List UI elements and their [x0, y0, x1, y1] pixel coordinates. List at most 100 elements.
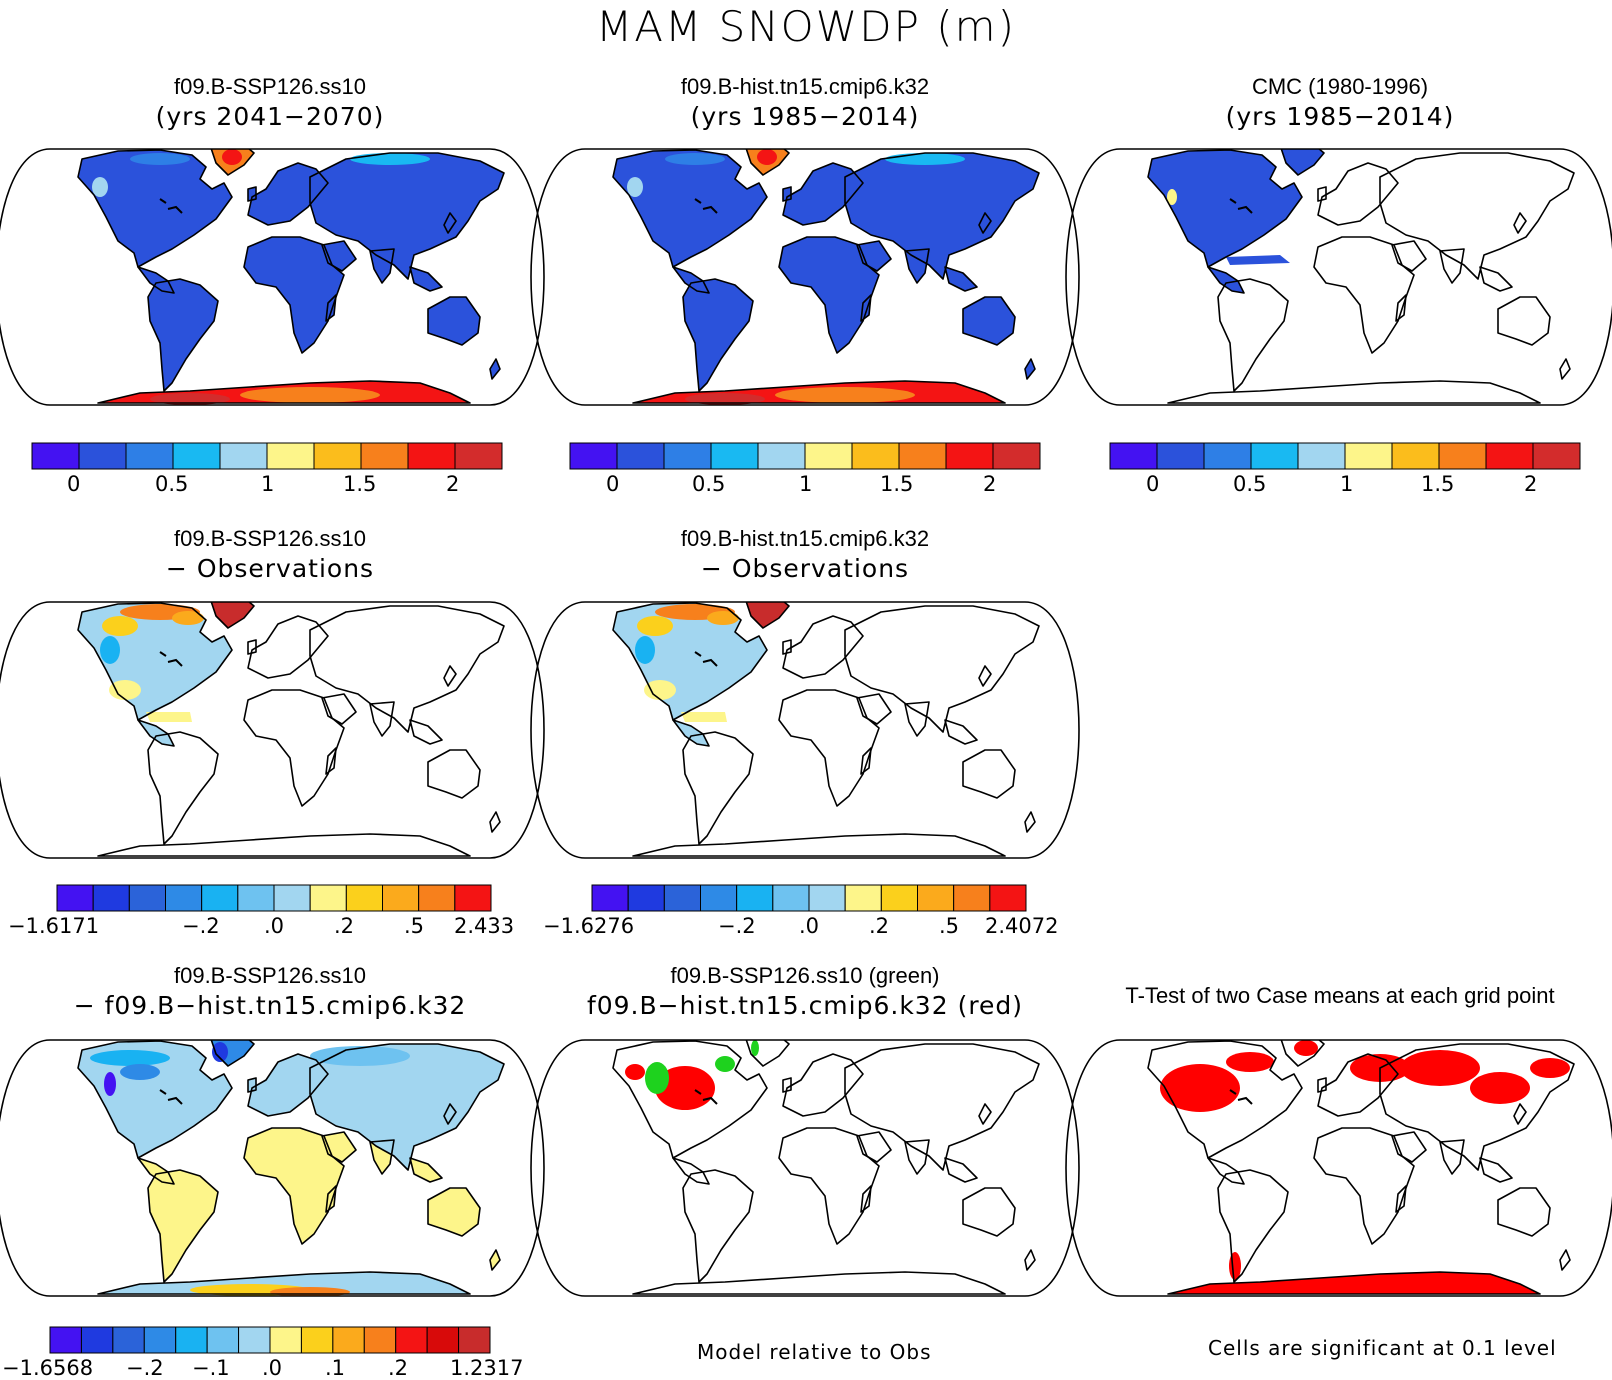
antarctica-diff — [98, 1272, 470, 1294]
coast-greenland — [744, 149, 790, 176]
coast-europe — [782, 615, 864, 679]
cb7-tick: −.2 — [126, 1356, 164, 1380]
colorbar-swatch — [206, 1326, 240, 1354]
colorbar-swatch — [1203, 442, 1252, 470]
hist-signal-2 — [625, 1064, 645, 1080]
lakes — [159, 198, 183, 214]
coast-antarctica — [1167, 1271, 1541, 1295]
coast-japan — [978, 1103, 992, 1125]
coast-antarctica — [632, 380, 1006, 404]
coast-antarctica — [632, 833, 1006, 857]
map-panel2 — [530, 148, 1080, 406]
coast-africa — [778, 689, 880, 807]
colorbar-swatch — [175, 1326, 208, 1354]
coast-nz — [1559, 1249, 1571, 1271]
land-sa — [683, 279, 753, 391]
coast-africa — [778, 236, 880, 354]
cb4-tick: −1.6171 — [8, 914, 100, 938]
colorbar-panel1 — [31, 442, 503, 470]
panel7-subtitle: − f09.B−hist.tn15.cmip6.k32 — [73, 991, 467, 1020]
panel4-subtitle: − Observations — [165, 554, 375, 583]
map-frame — [0, 1039, 545, 1297]
colorbar-swatch — [345, 884, 384, 912]
cb4-tick: 2.433 — [454, 914, 515, 938]
colorbar-swatch — [238, 1326, 271, 1354]
sig-canada — [1226, 1052, 1274, 1072]
cb5-tick: −1.6276 — [543, 914, 635, 938]
coast-india — [904, 248, 930, 284]
coast-ca — [1207, 1157, 1245, 1185]
map-panel7 — [0, 1039, 545, 1297]
figure-title: MAM SNOWDP (m) — [596, 2, 1016, 51]
coast-madagascar — [325, 747, 337, 775]
colorbar-swatch — [332, 1326, 365, 1354]
colorbar-swatch — [273, 884, 311, 912]
colorbar-swatch — [1391, 442, 1440, 470]
land-ca — [1208, 267, 1244, 293]
coast-europe — [782, 1053, 864, 1117]
lakes — [1229, 198, 1253, 214]
coast-asia — [309, 152, 505, 280]
colorbar-swatch — [851, 442, 900, 470]
hudson-diff — [707, 611, 739, 625]
coast-greenland — [209, 149, 255, 176]
colorbar-swatch — [219, 442, 268, 470]
land-seasia — [410, 1158, 442, 1182]
coast-seasia — [409, 1157, 443, 1183]
antarctica-east — [685, 393, 765, 405]
land-europe — [783, 163, 863, 225]
coast-europe — [782, 162, 864, 226]
coast-arabia — [321, 693, 357, 725]
cb7-tick: .0 — [262, 1356, 283, 1380]
caribbean-fill — [1226, 255, 1290, 265]
rockies-patch — [627, 177, 643, 197]
coast-africa — [243, 236, 345, 354]
colorbar-swatch — [80, 1326, 114, 1354]
land-ca — [138, 720, 174, 746]
colorbar-swatch — [710, 442, 759, 470]
arctic-canada-patch — [130, 153, 190, 165]
coast-madagascar — [325, 1185, 337, 1213]
land-asia — [310, 153, 504, 279]
map-frame — [1065, 148, 1612, 406]
model-relative-note: Model relative to Obs — [697, 1340, 932, 1364]
coast-nz — [1024, 1249, 1036, 1271]
coast-greenland — [1279, 1040, 1325, 1067]
coast-antarctica — [97, 380, 471, 404]
coast-australia — [962, 749, 1016, 799]
land-africa — [244, 1128, 344, 1244]
coast-arabia — [1391, 240, 1427, 272]
coast-ca — [137, 1157, 175, 1185]
rockies-diff — [104, 1072, 116, 1096]
cb2-tick: 1 — [799, 472, 813, 496]
lakes — [694, 1089, 718, 1105]
cb2-tick: 0 — [606, 472, 620, 496]
coast-sa — [147, 731, 219, 845]
antarctica-interior — [240, 387, 380, 403]
cb4-tick: .0 — [264, 914, 285, 938]
coast-uk — [247, 1077, 257, 1093]
ssp-signal-3 — [751, 1040, 759, 1056]
coast-madagascar — [860, 1185, 872, 1213]
colorbar-panel7 — [49, 1326, 491, 1354]
panel8-title: f09.B-SSP126.ss10 (green) — [670, 963, 940, 988]
coast-arabia — [856, 1131, 892, 1163]
cb1-tick: 1.5 — [343, 472, 377, 496]
coast-seasia — [944, 266, 978, 292]
colorbar-swatch — [757, 442, 806, 470]
colorbar-swatch — [1250, 442, 1299, 470]
map-content — [612, 602, 1040, 857]
map-panel5 — [530, 601, 1080, 859]
siberia-patch — [350, 153, 430, 165]
colorbar-swatch — [992, 442, 1041, 470]
hudson-diff — [172, 611, 204, 625]
land-ca — [673, 720, 709, 746]
significance-note: Cells are significant at 0.1 level — [1208, 1336, 1557, 1360]
colorbar-swatch — [78, 442, 127, 470]
sig-antarctica — [1168, 1272, 1540, 1294]
coast-madagascar — [325, 294, 337, 322]
map-content — [77, 1040, 505, 1296]
coast-uk — [782, 1077, 792, 1093]
coast-india — [904, 1139, 930, 1175]
sig-east-asia — [1530, 1058, 1570, 1078]
